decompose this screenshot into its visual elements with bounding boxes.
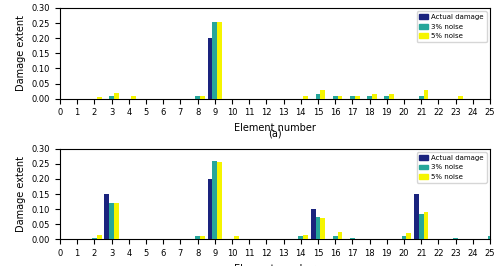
Bar bbox=[109, 96, 114, 99]
Bar bbox=[406, 233, 411, 239]
Bar bbox=[208, 38, 212, 99]
Bar bbox=[355, 96, 360, 99]
Bar bbox=[389, 94, 394, 99]
Bar bbox=[419, 214, 424, 239]
Bar bbox=[109, 203, 114, 239]
Bar bbox=[458, 96, 463, 99]
Bar bbox=[320, 218, 325, 239]
Bar bbox=[372, 94, 377, 99]
Bar bbox=[453, 238, 458, 239]
Bar bbox=[114, 93, 119, 99]
Bar bbox=[488, 236, 492, 239]
Title: (a): (a) bbox=[268, 129, 282, 139]
Bar bbox=[492, 236, 497, 239]
Bar bbox=[217, 22, 222, 99]
Bar bbox=[350, 238, 355, 239]
Legend: Actual damage, 3% noise, 5% noise: Actual damage, 3% noise, 5% noise bbox=[416, 152, 486, 183]
Bar bbox=[195, 236, 200, 239]
Bar bbox=[92, 238, 97, 239]
Bar bbox=[114, 203, 119, 239]
Bar bbox=[419, 96, 424, 99]
Bar bbox=[414, 194, 419, 239]
Y-axis label: Damage extent: Damage extent bbox=[16, 15, 26, 91]
Bar bbox=[234, 236, 239, 239]
Bar bbox=[303, 235, 308, 239]
Bar bbox=[384, 96, 389, 99]
Bar bbox=[350, 96, 355, 99]
Bar bbox=[217, 162, 222, 239]
Bar bbox=[104, 194, 109, 239]
Y-axis label: Damage extent: Damage extent bbox=[16, 156, 26, 232]
Bar bbox=[212, 161, 217, 239]
Bar bbox=[208, 179, 212, 239]
Bar bbox=[311, 209, 316, 239]
Bar bbox=[97, 97, 102, 99]
Bar bbox=[212, 22, 217, 99]
Bar bbox=[333, 96, 338, 99]
Bar bbox=[424, 90, 428, 99]
Bar bbox=[298, 236, 303, 239]
Bar bbox=[338, 232, 342, 239]
Bar bbox=[303, 96, 308, 99]
Bar bbox=[367, 96, 372, 99]
Bar bbox=[195, 96, 200, 99]
Legend: Actual damage, 3% noise, 5% noise: Actual damage, 3% noise, 5% noise bbox=[416, 11, 486, 42]
X-axis label: Element number: Element number bbox=[234, 123, 316, 133]
Bar bbox=[200, 96, 205, 99]
Bar bbox=[316, 94, 320, 99]
Bar bbox=[97, 235, 102, 239]
X-axis label: Element number: Element number bbox=[234, 264, 316, 266]
Bar bbox=[402, 236, 406, 239]
Bar bbox=[200, 236, 205, 239]
Bar bbox=[316, 217, 320, 239]
Bar bbox=[338, 96, 342, 99]
Bar bbox=[131, 96, 136, 99]
Bar bbox=[320, 90, 325, 99]
Bar bbox=[424, 212, 428, 239]
Bar bbox=[333, 236, 338, 239]
